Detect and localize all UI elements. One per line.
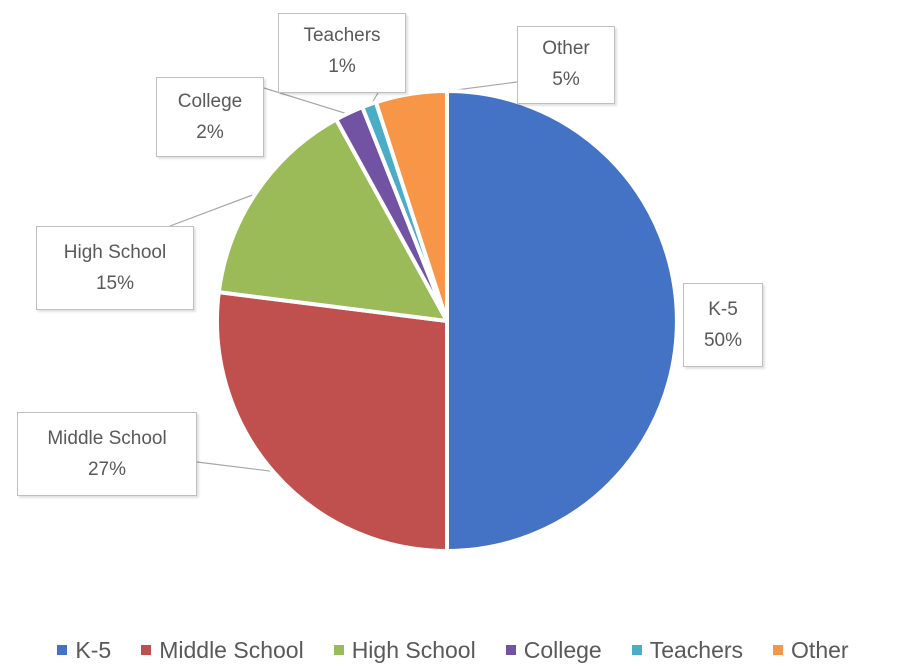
legend-item-teachers: Teachers [631,636,744,664]
data-label-high-school-value: 15% [95,273,135,294]
legend-label-high-school: High School [351,636,476,663]
data-label-middle-school: Middle School 27% [17,412,197,496]
legend-item-other: Other [773,637,849,664]
data-label-k5: K-5 50% [683,283,763,367]
pie-slices [215,89,679,553]
legend: K-5 Middle School High School College Te… [0,632,906,668]
data-label-teachers: Teachers 1% [278,13,406,93]
pie-slice-high-school [216,117,449,323]
leader-line-middle-school [196,461,277,473]
leader-line-high-school [169,192,259,227]
pie-plot-area [169,81,679,553]
legend-item-middle-school: Middle School [141,636,304,664]
data-label-middle-school-category: Middle School [47,428,167,449]
pie-slice-other [373,89,449,323]
legend-label-k5: K-5 [75,636,112,663]
legend-label-middle-school: Middle School [159,636,304,663]
legend-label-teachers: Teachers [649,636,744,663]
legend-swatch-high-school [333,645,344,655]
data-label-other: Other 5% [517,26,615,104]
data-label-high-school-category: High School [63,242,167,263]
data-label-k5-category: K-5 [708,299,738,320]
legend-swatch-middle-school [141,645,152,655]
data-label-college-category: College [177,91,243,112]
data-label-college-value: 2% [196,122,224,143]
data-label-high-school: High School 15% [36,226,194,310]
data-label-other-value: 5% [552,69,580,90]
legend-item-k5: K-5 [57,637,111,664]
pie-slice-middle-school [215,290,449,553]
data-label-middle-school-value: 27% [87,459,127,480]
legend-item-high-school: High School [333,636,476,664]
data-label-college: College 2% [156,77,264,157]
legend-label-college: College [523,636,602,663]
data-label-other-category: Other [542,38,590,59]
legend-swatch-k5 [57,645,68,655]
legend-item-college: College [505,636,602,664]
data-label-k5-value: 50% [703,330,743,351]
data-label-teachers-value: 1% [328,56,356,77]
legend-swatch-college [505,645,516,655]
legend-swatch-teachers [631,645,642,655]
data-label-teachers-category: Teachers [303,25,381,46]
pie-slice-k5 [445,89,679,553]
legend-label-other: Other [791,636,849,663]
legend-swatch-other [773,645,784,655]
